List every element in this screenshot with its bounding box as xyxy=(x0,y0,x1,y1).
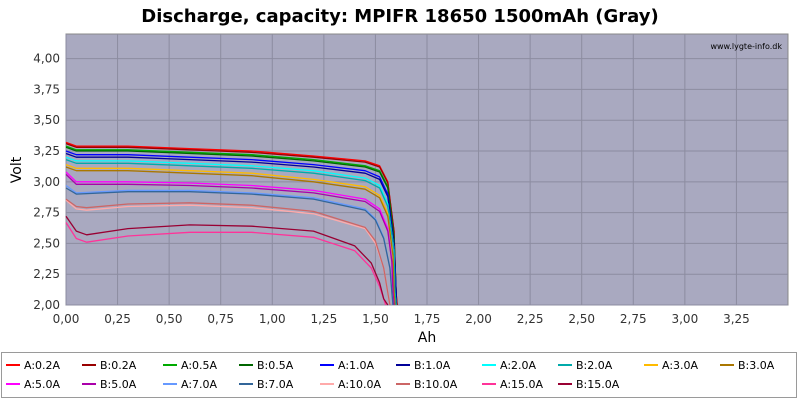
legend-item: B:3.0A xyxy=(720,358,774,372)
legend-swatch xyxy=(163,383,177,385)
legend-label: A:0.2A xyxy=(24,358,61,372)
series-line-b-5-0a xyxy=(65,173,395,306)
legend-swatch xyxy=(82,364,96,366)
legend-swatch xyxy=(6,383,20,385)
series-line-a-15-0a xyxy=(65,222,387,306)
legend-item: B:7.0A xyxy=(239,377,293,391)
legend-label: A:2.0A xyxy=(500,358,537,372)
x-axis-ticks: 0,00 0,25 0,50 0,75 1,00 1,25 1,50 1,75 2,00 2,25… xyxy=(53,312,750,326)
legend-swatch xyxy=(82,383,96,385)
y-tick-label: 2,00 xyxy=(33,298,60,312)
legend-swatch xyxy=(6,364,20,366)
legend-label: A:7.0A xyxy=(181,377,218,391)
series-line-b-2-0a xyxy=(65,158,397,306)
x-tick-label: 1,25 xyxy=(310,312,337,326)
legend-swatch xyxy=(163,364,177,366)
legend-swatch xyxy=(239,383,253,385)
legend-item: A:2.0A xyxy=(482,358,536,372)
y-tick-label: 3,25 xyxy=(33,144,60,158)
legend-item: A:0.2A xyxy=(6,358,60,372)
watermark: www.lygte-info.dk xyxy=(710,42,782,51)
y-axis-ticks: 2,00 2,25 2,50 2,75 3,00 3,25 3,50 3,75 4,00 xyxy=(33,52,60,312)
legend-item: A:10.0A xyxy=(320,377,381,391)
series-group xyxy=(65,141,398,306)
legend-swatch xyxy=(320,364,334,366)
legend-swatch xyxy=(644,364,658,366)
x-tick-label: 3,25 xyxy=(723,312,750,326)
legend-item: B:10.0A xyxy=(396,377,457,391)
series-line-b-15-0a xyxy=(65,215,389,306)
legend-label: B:3.0A xyxy=(738,358,775,372)
legend: A:0.2A B:0.2A A:0.5A B:0.5A A:1.0A B:1.0A A:2.… xyxy=(1,352,797,398)
x-tick-label: 2,50 xyxy=(568,312,595,326)
discharge-chart: Discharge, capacity: MPIFR 18650 1500mAh… xyxy=(9,6,789,346)
y-axis-label: Volt xyxy=(9,156,25,183)
legend-item: A:1.0A xyxy=(320,358,374,372)
legend-item: A:7.0A xyxy=(163,377,217,391)
y-tick-label: 3,75 xyxy=(33,82,60,96)
legend-swatch xyxy=(396,364,410,366)
series-line-b-3-0a xyxy=(65,166,396,306)
chart-title: Discharge, capacity: MPIFR 18650 1500mAh… xyxy=(141,6,658,27)
legend-label: A:3.0A xyxy=(662,358,699,372)
y-tick-label: 4,00 xyxy=(33,52,60,66)
x-tick-label: 1,75 xyxy=(414,312,441,326)
x-tick-label: 2,25 xyxy=(517,312,544,326)
legend-item: A:5.0A xyxy=(6,377,60,391)
legend-label: A:0.5A xyxy=(181,358,218,372)
y-tick-label: 3,00 xyxy=(33,175,60,189)
legend-swatch xyxy=(558,383,572,385)
legend-item: B:15.0A xyxy=(558,377,619,391)
legend-item: B:0.2A xyxy=(82,358,136,372)
x-axis-label: Ah xyxy=(418,330,436,346)
legend-label: B:2.0A xyxy=(576,358,613,372)
grid xyxy=(65,34,788,306)
legend-swatch xyxy=(320,383,334,385)
legend-label: B:1.0A xyxy=(414,358,451,372)
x-tick-label: 1,50 xyxy=(362,312,389,326)
x-tick-label: 0,25 xyxy=(104,312,131,326)
legend-label: B:5.0A xyxy=(100,377,137,391)
x-tick-label: 3,00 xyxy=(671,312,698,326)
y-tick-label: 2,50 xyxy=(33,236,60,250)
x-tick-label: 0,00 xyxy=(53,312,80,326)
legend-swatch xyxy=(239,364,253,366)
legend-item: A:0.5A xyxy=(163,358,217,372)
x-tick-label: 2,75 xyxy=(620,312,647,326)
legend-swatch xyxy=(558,364,572,366)
series-line-b-10-0a xyxy=(65,198,391,306)
legend-label: B:0.5A xyxy=(257,358,294,372)
legend-label: A:5.0A xyxy=(24,377,61,391)
legend-item: B:1.0A xyxy=(396,358,450,372)
legend-item: B:0.5A xyxy=(239,358,293,372)
legend-label: B:0.2A xyxy=(100,358,137,372)
legend-label: A:15.0A xyxy=(500,377,544,391)
x-tick-label: 1,00 xyxy=(259,312,286,326)
legend-label: B:7.0A xyxy=(257,377,294,391)
legend-label: A:10.0A xyxy=(338,377,382,391)
legend-label: A:1.0A xyxy=(338,358,375,372)
legend-label: B:10.0A xyxy=(414,377,458,391)
legend-item: A:15.0A xyxy=(482,377,543,391)
series-line-b-7-0a xyxy=(65,187,394,306)
legend-swatch xyxy=(720,364,734,366)
legend-swatch xyxy=(482,383,496,385)
x-tick-label: 0,50 xyxy=(156,312,183,326)
y-tick-label: 3,50 xyxy=(33,113,60,127)
x-tick-label: 2,00 xyxy=(465,312,492,326)
legend-swatch xyxy=(396,383,410,385)
legend-item: B:5.0A xyxy=(82,377,136,391)
legend-item: B:2.0A xyxy=(558,358,612,372)
legend-item: A:3.0A xyxy=(644,358,698,372)
x-tick-label: 0,75 xyxy=(207,312,234,326)
legend-swatch xyxy=(482,364,496,366)
y-tick-label: 2,75 xyxy=(33,206,60,220)
y-tick-label: 2,25 xyxy=(33,267,60,281)
legend-label: B:15.0A xyxy=(576,377,620,391)
